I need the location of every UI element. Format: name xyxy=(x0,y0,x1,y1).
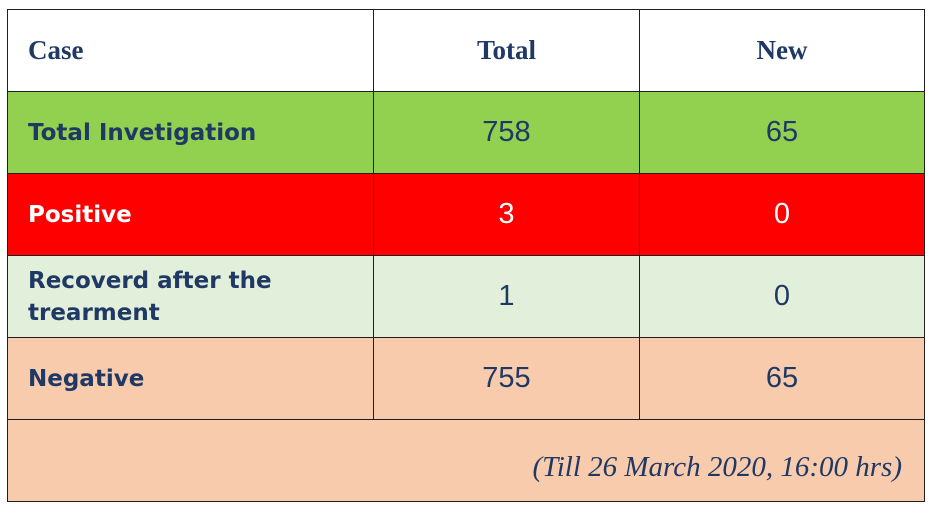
total-value: 1 xyxy=(373,255,640,338)
new-value: 65 xyxy=(639,337,925,420)
table-row-total-investigation: Total Invetigation 758 65 xyxy=(7,91,925,174)
row-label: Negative xyxy=(7,337,374,420)
table-footer-row: (Till 26 March 2020, 16:00 hrs) xyxy=(7,419,925,502)
table-row-negative: Negative 755 65 xyxy=(7,337,925,420)
new-value: 0 xyxy=(639,173,925,256)
header-total: Total xyxy=(373,9,640,92)
total-value: 758 xyxy=(373,91,640,174)
footer-date-note: (Till 26 March 2020, 16:00 hrs) xyxy=(7,419,925,502)
row-label: Positive xyxy=(7,173,374,256)
new-value: 65 xyxy=(639,91,925,174)
total-value: 755 xyxy=(373,337,640,420)
header-new: New xyxy=(639,9,925,92)
row-label: Total Invetigation xyxy=(7,91,374,174)
row-label: Recoverd after the trearment xyxy=(7,255,374,338)
table-header-row: Case Total New xyxy=(7,9,925,92)
table-row-positive: Positive 3 0 xyxy=(7,173,925,256)
header-case: Case xyxy=(7,9,374,92)
total-value: 3 xyxy=(373,173,640,256)
table-row-recovered: Recoverd after the trearment 1 0 xyxy=(7,255,925,338)
new-value: 0 xyxy=(639,255,925,338)
case-summary-table: Case Total New Total Invetigation 758 65… xyxy=(7,9,925,502)
